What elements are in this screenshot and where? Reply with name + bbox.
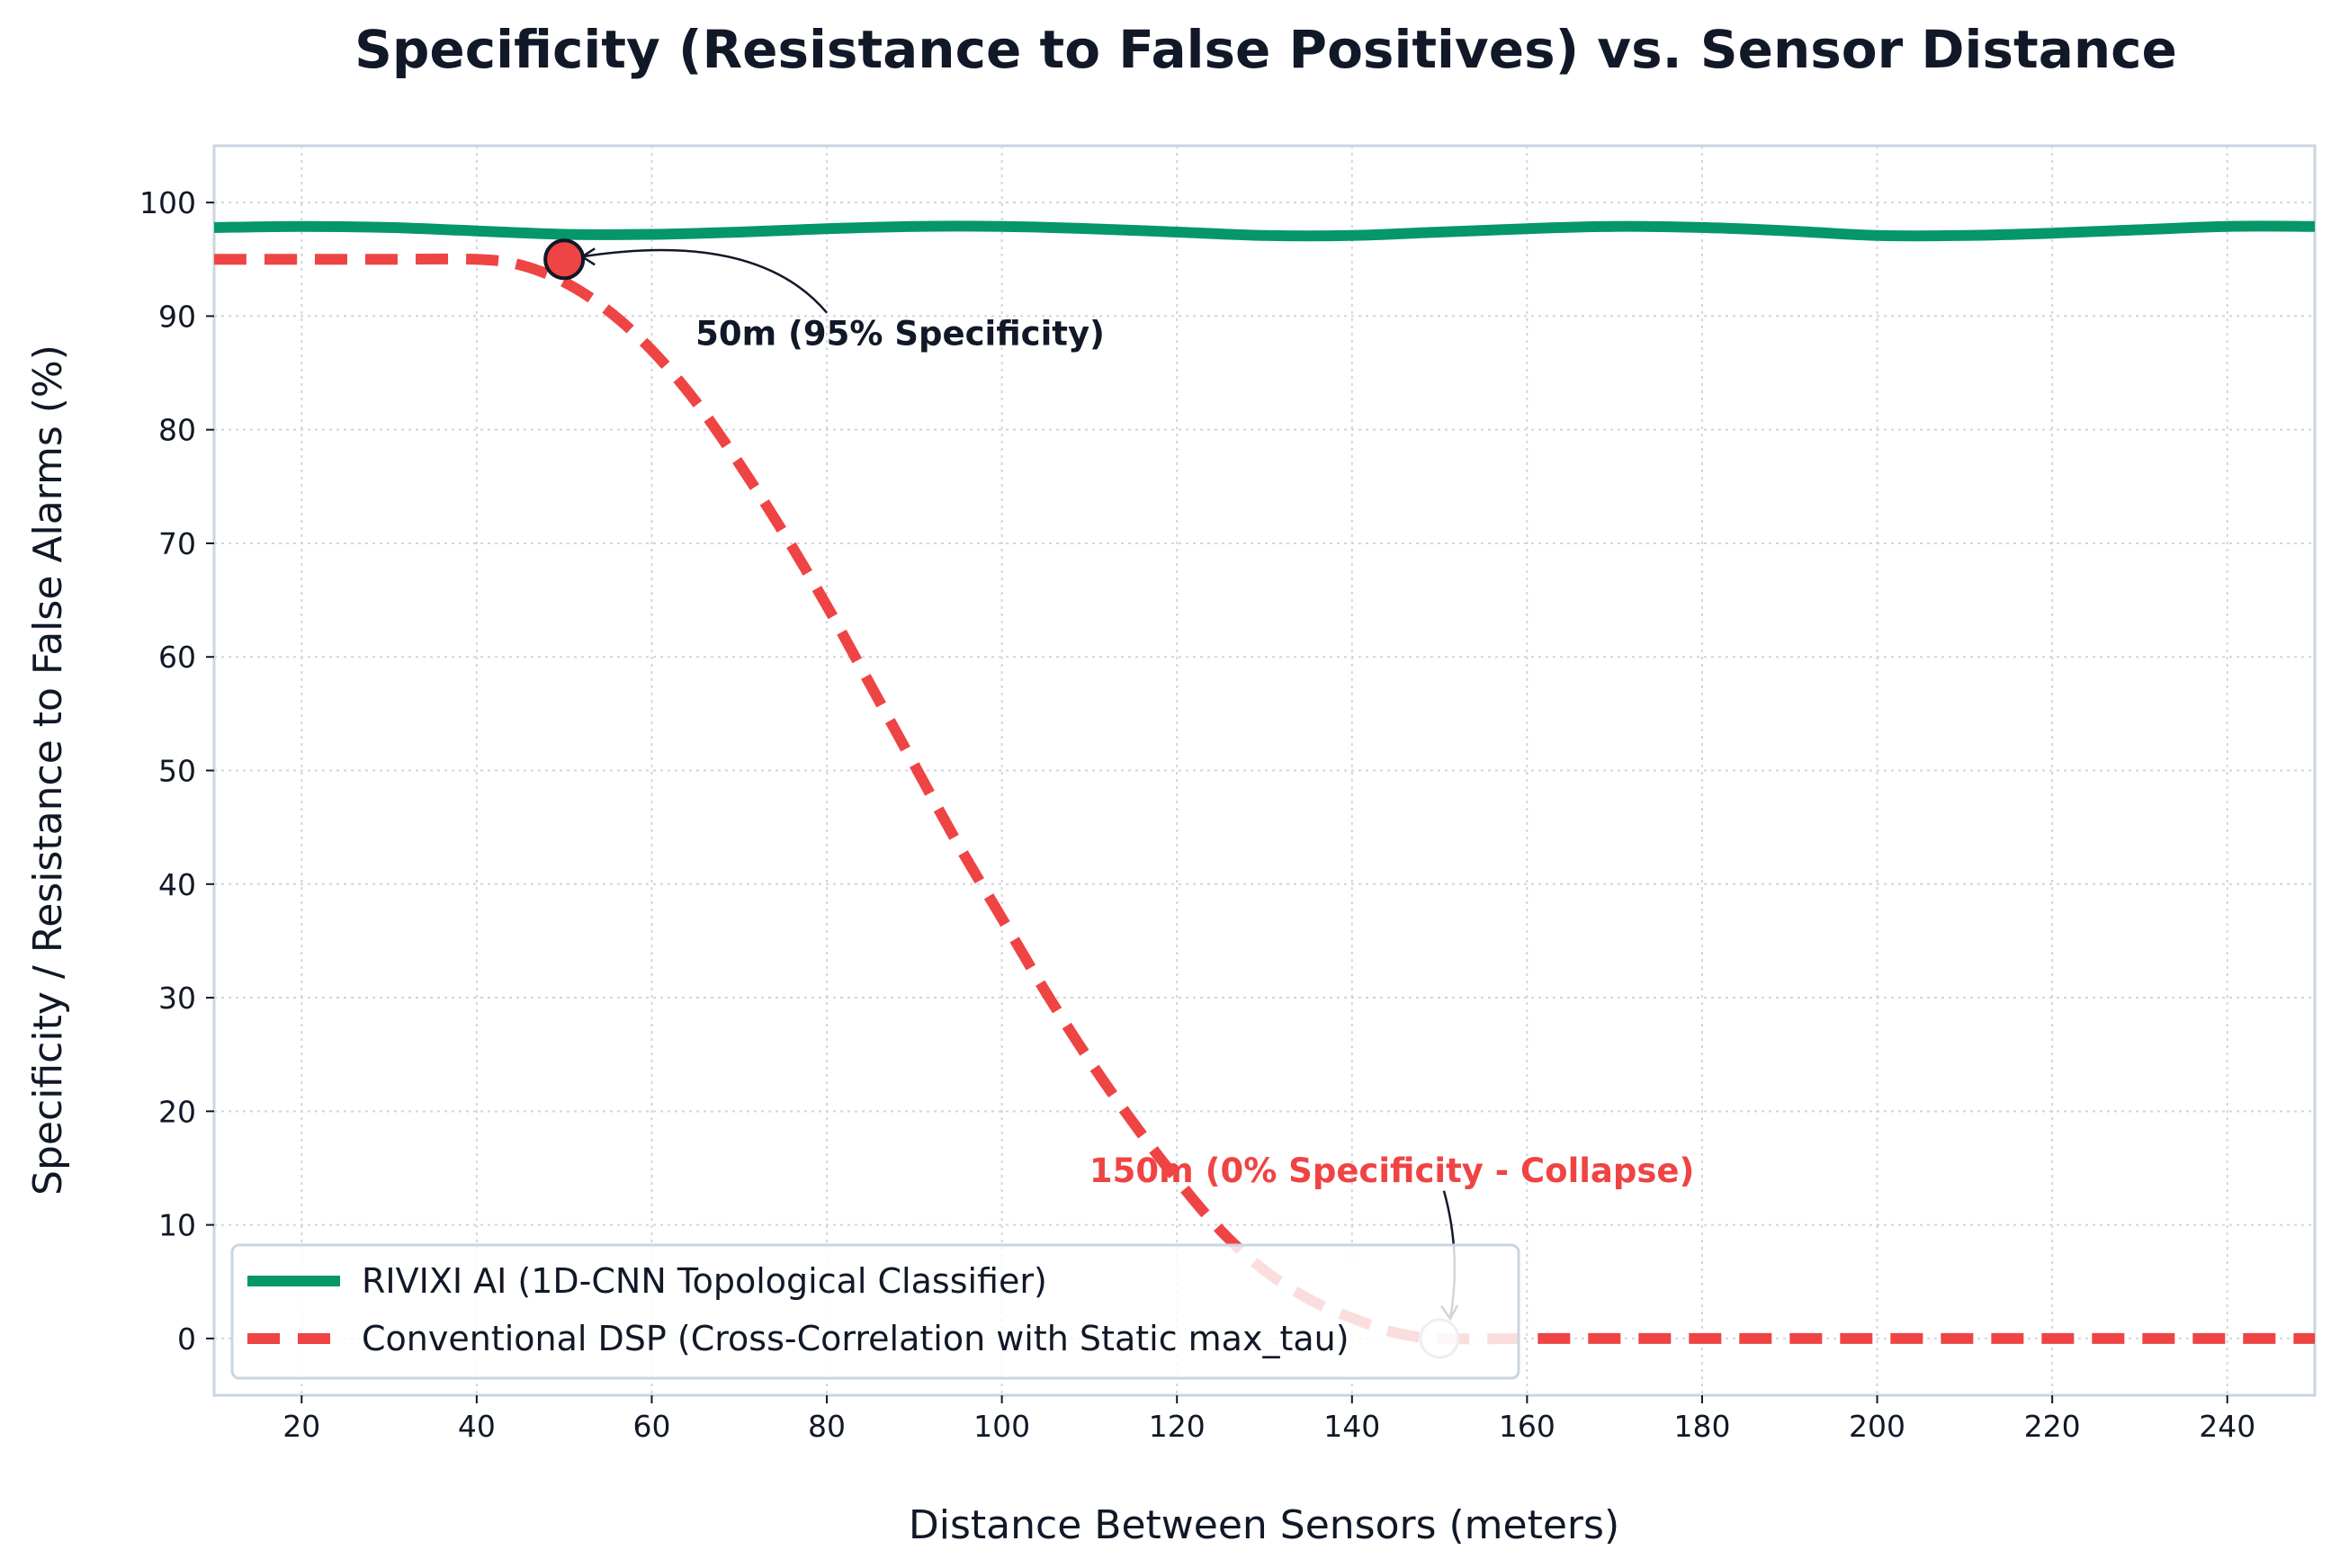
y-tick-label: 60: [158, 640, 196, 675]
x-axis-label: Distance Between Sensors (meters): [909, 1502, 1619, 1548]
x-tick-label: 160: [1499, 1409, 1555, 1444]
y-tick-label: 50: [158, 754, 196, 789]
annotations: 50m (95% Specificity) 150m (0% Specificit…: [543, 238, 1695, 1359]
x-tick-label: 220: [2024, 1409, 2081, 1444]
series-line-rivixi-ai: [213, 220, 2316, 242]
x-tick-label: 120: [1149, 1409, 1206, 1444]
y-tick-label: 30: [158, 981, 196, 1016]
annotation-150m-label: 150m (0% Specificity - Collapse): [1089, 1151, 1695, 1190]
x-tick-label: 60: [632, 1409, 670, 1444]
x-tick-label: 80: [808, 1409, 846, 1444]
legend-entry-label: RIVIXI AI (1D-CNN Topological Classifier…: [362, 1261, 1047, 1301]
x-tick-label: 100: [973, 1409, 1030, 1444]
x-tick-label: 200: [1849, 1409, 1905, 1444]
series-line-conventional-dsp: [213, 253, 2315, 1345]
x-tick-label: 40: [458, 1409, 496, 1444]
annotation-arrow-50m: [581, 248, 828, 314]
x-tick-label: 240: [2199, 1409, 2255, 1444]
marker-50m-point: [543, 238, 586, 281]
y-tick-label: 90: [158, 299, 196, 334]
chart-title: Specificity (Resistance to False Positiv…: [354, 19, 2177, 80]
grid-lines: [214, 146, 2315, 1395]
y-tick-label: 70: [158, 526, 196, 561]
y-tick-label: 100: [139, 185, 196, 220]
legend-box: [230, 1243, 1520, 1380]
annotation-50m-label: 50m (95% Specificity): [695, 314, 1105, 353]
axis-ticks: 20 40 60 80 100 120 140 160 180 200 220 240 0 10 20 30 4…: [139, 185, 2255, 1444]
x-tick-label: 20: [282, 1409, 320, 1444]
series-lines: [213, 220, 2316, 1345]
x-tick-label: 140: [1323, 1409, 1380, 1444]
y-tick-label: 80: [158, 413, 196, 448]
y-tick-label: 40: [158, 867, 196, 902]
legend: RIVIXI AI (1D-CNN Topological Classifier…: [230, 1243, 1520, 1380]
y-tick-label: 20: [158, 1094, 196, 1129]
y-tick-label: 0: [177, 1322, 196, 1357]
y-tick-label: 10: [158, 1208, 196, 1243]
x-tick-label: 180: [1673, 1409, 1730, 1444]
y-axis-label: Specificity / Resistance to False Alarms…: [25, 345, 71, 1196]
legend-entry-label: Conventional DSP (Cross-Correlation with…: [362, 1319, 1349, 1358]
